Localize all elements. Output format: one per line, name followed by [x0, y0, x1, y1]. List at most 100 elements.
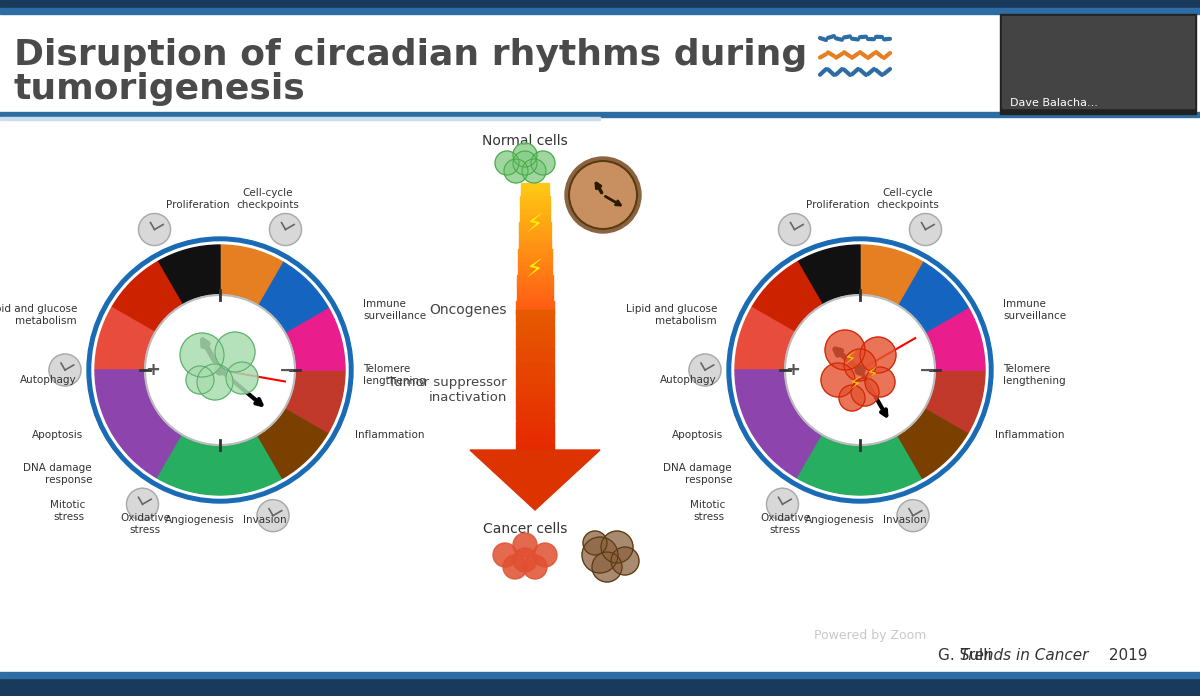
Circle shape — [496, 151, 520, 175]
Wedge shape — [112, 262, 182, 333]
Text: +: + — [786, 361, 800, 379]
Text: G. Sulli: G. Sulli — [938, 647, 997, 663]
Text: ⚡: ⚡ — [844, 351, 857, 369]
Text: ⚡: ⚡ — [865, 366, 878, 384]
Polygon shape — [520, 223, 551, 227]
Text: Powered by Zoom: Powered by Zoom — [814, 628, 926, 642]
Text: tumorigenesis: tumorigenesis — [14, 72, 306, 106]
Text: ⚡: ⚡ — [527, 213, 544, 237]
Circle shape — [565, 157, 641, 233]
Text: Autophagy: Autophagy — [660, 375, 718, 385]
Bar — [0, 678, 1200, 696]
Polygon shape — [516, 301, 553, 306]
Polygon shape — [516, 310, 554, 314]
Circle shape — [583, 531, 607, 555]
Circle shape — [270, 214, 301, 246]
Text: Invasion: Invasion — [883, 515, 926, 525]
Wedge shape — [220, 245, 282, 305]
Text: Proliferation: Proliferation — [806, 200, 870, 210]
Text: Cancer cells: Cancer cells — [482, 522, 568, 536]
Bar — [1002, 16, 1194, 108]
Polygon shape — [517, 284, 553, 288]
Text: 2019: 2019 — [1104, 647, 1147, 663]
Wedge shape — [860, 435, 923, 495]
Polygon shape — [517, 279, 553, 283]
Polygon shape — [517, 271, 552, 275]
Text: Lipid and glucose
metabolism: Lipid and glucose metabolism — [625, 304, 718, 326]
Bar — [0, 112, 1200, 117]
Wedge shape — [258, 407, 329, 478]
Circle shape — [49, 354, 82, 386]
Polygon shape — [521, 183, 550, 187]
Polygon shape — [516, 354, 554, 361]
Circle shape — [898, 500, 929, 532]
Polygon shape — [518, 248, 552, 253]
Polygon shape — [521, 200, 550, 205]
Wedge shape — [898, 407, 968, 478]
Circle shape — [826, 330, 865, 370]
Circle shape — [215, 365, 226, 375]
Text: Inflammation: Inflammation — [995, 430, 1064, 440]
Text: Apoptosis: Apoptosis — [31, 430, 83, 440]
Wedge shape — [751, 262, 822, 333]
Wedge shape — [112, 407, 182, 478]
Circle shape — [215, 332, 256, 372]
Circle shape — [126, 488, 158, 520]
Text: Telomere
lengthening: Telomere lengthening — [1003, 364, 1066, 386]
Polygon shape — [516, 306, 554, 310]
Text: Oxidative
stress: Oxidative stress — [120, 513, 170, 535]
Polygon shape — [516, 325, 554, 332]
Wedge shape — [157, 245, 220, 305]
Text: Angiogenesis: Angiogenesis — [166, 515, 235, 525]
Text: Cell-cycle
checkpoints: Cell-cycle checkpoints — [236, 189, 300, 210]
Text: Oxidative
stress: Oxidative stress — [760, 513, 810, 535]
Circle shape — [860, 337, 896, 373]
Wedge shape — [751, 407, 822, 478]
Circle shape — [582, 537, 618, 573]
Text: Immune
surveillance: Immune surveillance — [1003, 299, 1066, 321]
Circle shape — [145, 295, 295, 445]
Text: DNA damage
response: DNA damage response — [664, 463, 732, 484]
Text: Mitotic
stress: Mitotic stress — [690, 500, 725, 521]
Bar — [0, 0, 1200, 8]
Polygon shape — [516, 435, 554, 442]
Wedge shape — [220, 435, 282, 495]
Circle shape — [569, 161, 637, 229]
Polygon shape — [520, 227, 551, 231]
Text: Cell-cycle
checkpoints: Cell-cycle checkpoints — [876, 189, 940, 210]
Circle shape — [839, 385, 865, 411]
Polygon shape — [470, 450, 600, 510]
Text: Inflammation: Inflammation — [355, 430, 425, 440]
Circle shape — [186, 366, 214, 394]
Text: Disruption of circadian rhythms during: Disruption of circadian rhythms during — [14, 38, 808, 72]
Text: Invasion: Invasion — [244, 515, 287, 525]
Wedge shape — [95, 308, 155, 370]
Circle shape — [689, 354, 721, 386]
Circle shape — [88, 237, 353, 503]
Wedge shape — [284, 308, 346, 370]
Text: Telomere
lengthening: Telomere lengthening — [364, 364, 426, 386]
Text: Angiogenesis: Angiogenesis — [805, 515, 875, 525]
Polygon shape — [518, 253, 552, 258]
Circle shape — [522, 159, 546, 183]
Wedge shape — [898, 262, 968, 333]
Text: Oncogenes: Oncogenes — [430, 303, 508, 317]
Circle shape — [523, 555, 547, 579]
Polygon shape — [517, 266, 552, 271]
Text: DNA damage
response: DNA damage response — [23, 463, 92, 484]
Text: Immune
surveillance: Immune surveillance — [364, 299, 426, 321]
Circle shape — [779, 214, 810, 246]
Text: Normal cells: Normal cells — [482, 134, 568, 148]
Circle shape — [767, 488, 798, 520]
Text: Proliferation: Proliferation — [166, 200, 230, 210]
Text: Dave Balacha...: Dave Balacha... — [1010, 98, 1098, 108]
Polygon shape — [517, 292, 553, 296]
Text: −: − — [919, 361, 935, 379]
Polygon shape — [517, 275, 553, 279]
Circle shape — [180, 333, 224, 377]
Circle shape — [514, 548, 538, 572]
Circle shape — [533, 543, 557, 567]
Polygon shape — [518, 262, 552, 266]
Polygon shape — [517, 288, 553, 292]
Wedge shape — [925, 370, 985, 432]
